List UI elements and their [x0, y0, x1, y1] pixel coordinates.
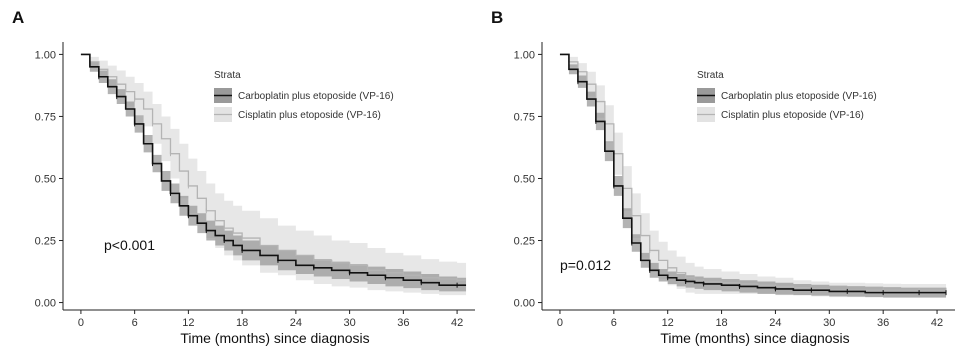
panel-a: A 0.00 0.25 0.50 0.75 1.00 0 6 12 18 24 30 36 42 Time… — [12, 8, 475, 346]
x-tick-label: 12 — [662, 317, 674, 329]
x-tick-label: 18 — [236, 317, 248, 329]
x-tick-label: 18 — [715, 317, 727, 329]
panel-letter-b: B — [491, 8, 503, 27]
y-tick-label: 0.00 — [35, 298, 56, 310]
x-tick-label: 0 — [78, 317, 84, 329]
survival-line-cisplatin — [559, 53, 947, 291]
legend-entry: Carboplatin plus etoposide (VP-16) — [721, 91, 877, 102]
x-tick-label: 6 — [611, 317, 617, 329]
x-tick-label: 42 — [931, 317, 943, 329]
legend-entry: Carboplatin plus etoposide (VP-16) — [238, 91, 394, 102]
survival-line-carboplatin — [80, 53, 467, 286]
legend-title: Strata — [214, 70, 241, 81]
x-tick-label: 36 — [397, 317, 409, 329]
y-tick-label: 0.00 — [514, 298, 535, 310]
x-tick-label: 6 — [132, 317, 138, 329]
x-tick-label: 24 — [769, 317, 781, 329]
y-tick-label: 0.75 — [514, 111, 535, 123]
y-tick-label: 0.25 — [35, 236, 56, 248]
ci-band-cisplatin — [559, 54, 947, 298]
survival-line-cisplatin — [80, 53, 467, 281]
panel-letter-a: A — [12, 8, 24, 27]
legend: Strata Carboplatin plus etoposide (VP-16)… — [214, 70, 394, 122]
legend: Strata Carboplatin plus etoposide (VP-16)… — [697, 70, 877, 122]
y-tick-label: 0.50 — [35, 173, 56, 185]
x-tick-label: 12 — [182, 317, 194, 329]
x-axis-title: Time (months) since diagnosis — [180, 330, 369, 346]
x-tick-label: 30 — [343, 317, 355, 329]
legend-entry: Cisplatin plus etoposide (VP-16) — [721, 110, 864, 121]
legend-entry: Cisplatin plus etoposide (VP-16) — [238, 110, 381, 121]
p-value-annotation: p<0.001 — [104, 237, 155, 253]
y-tick-label: 0.50 — [514, 173, 535, 185]
y-tick-label: 1.00 — [35, 49, 56, 61]
x-tick-label: 36 — [877, 317, 889, 329]
y-tick-label: 0.75 — [35, 111, 56, 123]
x-axis-title: Time (months) since diagnosis — [660, 330, 849, 346]
legend-title: Strata — [697, 70, 724, 81]
y-tick-label: 0.25 — [514, 236, 535, 248]
y-tick-label: 1.00 — [514, 49, 535, 61]
survival-line-carboplatin — [559, 53, 947, 294]
x-tick-label: 0 — [557, 317, 563, 329]
x-tick-label: 42 — [451, 317, 463, 329]
x-tick-label: 30 — [823, 317, 835, 329]
panel-b: B 0.00 0.25 0.50 0.75 1.00 0 6 12 18 24 30 36 42 Time… — [491, 8, 955, 346]
p-value-annotation: p=0.012 — [560, 257, 611, 273]
x-tick-label: 24 — [290, 317, 302, 329]
